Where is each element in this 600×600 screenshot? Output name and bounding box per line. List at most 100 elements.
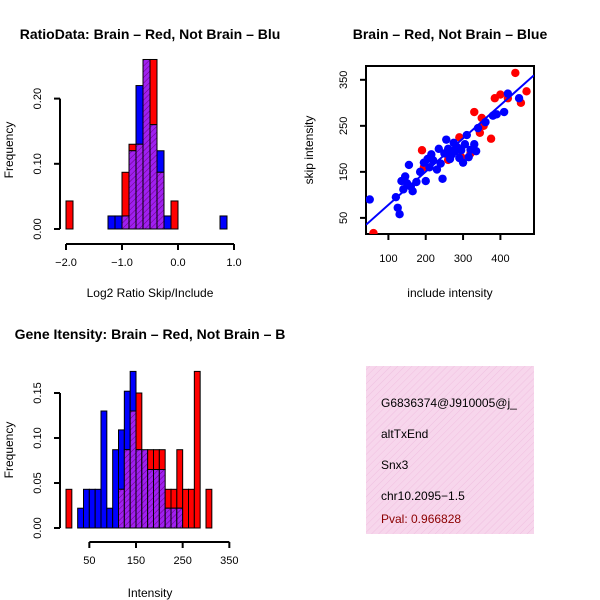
scatter-y-tick-label: 150 <box>338 163 350 181</box>
intensity-hist-x-tick-label: 150 <box>127 555 145 567</box>
scatter-ylabel: skip intensity <box>302 116 316 185</box>
scatter-point-notbrain <box>464 152 473 162</box>
scatter-point-notbrain <box>492 110 501 119</box>
scatter-fit-line <box>366 74 534 226</box>
scatter-point-notbrain <box>470 140 479 149</box>
intensity-hist-ylabel: Frequency <box>2 422 16 479</box>
ratio-hist-y-tick-label: 0.10 <box>32 153 44 174</box>
intensity-hist-bar-overlap <box>158 469 166 529</box>
intensity-hist-bar-notbrain <box>118 429 125 490</box>
scatter-point-notbrain <box>434 144 443 154</box>
scatter-point-notbrain <box>412 177 421 187</box>
ratio-hist-bar-notbrain <box>114 215 123 230</box>
scatter-title: Brain – Red, Not Brain – Blue <box>353 26 548 42</box>
ratio-histogram: RatioData: Brain – Red, Not Brain – Blu … <box>2 26 280 300</box>
scatter-point-notbrain <box>404 160 414 170</box>
scatter-y-tick-label: 250 <box>338 117 350 135</box>
intensity-hist-bar-overlap <box>170 507 178 529</box>
ratio-hist-bar-brain <box>65 200 74 230</box>
scatter-point-notbrain <box>421 176 430 186</box>
intensity-hist-bar-overlap <box>153 469 160 529</box>
gene-name: Snx3 <box>381 458 409 472</box>
ratio-hist-bar-overlap <box>142 58 151 230</box>
intensity-hist-bar-overlap <box>118 488 125 529</box>
intensity-hist-bar-brain <box>182 488 190 529</box>
scatter-point-notbrain <box>457 146 466 155</box>
intensity-hist-bar-overlap <box>135 449 143 529</box>
intensity-scatter: Brain – Red, Not Brain – Blue 100 200 300 4… <box>302 26 547 300</box>
intensity-hist-bar-brain <box>188 488 195 529</box>
ratio-hist-x-tick-label: −2.0 <box>55 257 77 269</box>
scatter-point-notbrain <box>458 158 468 167</box>
ratio-hist-title: RatioData: Brain – Red, Not Brain – Blu <box>20 26 281 42</box>
event-type: altTxEnd <box>381 427 428 441</box>
intensity-hist-bar-overlap <box>129 410 137 529</box>
intensity-hist-bar-overlap <box>164 507 172 529</box>
intensity-hist-bar-notbrain <box>88 488 96 529</box>
probe-id: G6836374@J910005@j_ <box>381 396 517 410</box>
genomic-location: chr10.2095−1.5 <box>381 489 465 503</box>
scatter-point-notbrain <box>438 174 447 183</box>
scatter-point-notbrain <box>366 195 374 204</box>
intensity-hist-bar-overlap <box>176 507 184 529</box>
p-value: Pval: 0.966828 <box>381 512 461 526</box>
scatter-point-brain <box>369 228 378 234</box>
scatter-point-notbrain <box>442 135 451 144</box>
scatter-point-brain <box>522 87 531 96</box>
intensity-hist-bar-brain <box>147 449 155 471</box>
intensity-hist-x-tick-label: 350 <box>220 555 238 567</box>
scatter-point-notbrain <box>514 94 524 103</box>
scatter-point-brain <box>496 90 505 99</box>
scatter-point-notbrain <box>460 140 470 149</box>
ratio-hist-bar-overlap <box>135 143 144 230</box>
ratio-hist-bar-overlap <box>156 171 165 230</box>
info-panel: G6836374@J910005@j_ altTxEnd Snx3 chr10.… <box>366 366 534 534</box>
intensity-hist-bar-notbrain <box>77 507 84 529</box>
ratio-hist-x-tick-label: 1.0 <box>226 257 241 269</box>
scatter-point-notbrain <box>401 172 410 181</box>
scatter-point-notbrain <box>471 146 481 156</box>
intensity-hist-y-tick-label: 0.10 <box>32 427 44 448</box>
scatter-point-notbrain <box>432 165 442 174</box>
intensity-hist-xlabel: Intensity <box>128 586 173 600</box>
scatter-x-tick-label: 400 <box>491 253 509 265</box>
scatter-point-brain <box>486 134 496 143</box>
intensity-hist-bar-notbrain <box>83 488 90 529</box>
intensity-hist-bar-brain <box>170 488 178 509</box>
ratio-hist-x-tick-label: 0.0 <box>170 257 185 269</box>
ratio-hist-bar-brain <box>149 58 158 126</box>
intensity-hist-x-tick-label: 250 <box>173 555 191 567</box>
intensity-hist-y-tick-label: 0.15 <box>32 382 44 403</box>
scatter-y-tick-label: 350 <box>338 71 350 89</box>
scatter-point-brain <box>470 107 479 117</box>
ratio-hist-bar-overlap <box>121 215 130 230</box>
intensity-hist-x-tick-label: 50 <box>83 555 95 567</box>
ratio-hist-bar-overlap <box>149 124 158 230</box>
scatter-xlabel: include intensity <box>407 286 492 300</box>
intensity-hist-bar-notbrain <box>94 488 102 529</box>
intensity-hist-y-tick-label: 0.00 <box>32 517 44 538</box>
intensity-hist-bar-brain <box>164 488 172 509</box>
ratio-hist-bar-notbrain <box>219 215 228 230</box>
ratio-hist-bar-brain <box>121 171 130 217</box>
ratio-hist-x-tick-label: −1.0 <box>111 257 133 269</box>
intensity-hist-bar-overlap <box>147 469 155 529</box>
intensity-hist-bar-notbrain <box>129 370 137 412</box>
info-panel-background <box>366 366 534 534</box>
scatter-frame <box>365 65 535 235</box>
ratio-hist-bar-notbrain <box>135 85 144 145</box>
ratio-hist-bar-notbrain <box>163 215 172 230</box>
intensity-hist-bar-overlap <box>141 449 149 529</box>
scatter-point-notbrain <box>393 203 402 212</box>
scatter-x-tick-label: 300 <box>454 253 472 265</box>
intensity-hist-bar-notbrain <box>100 410 108 529</box>
intensity-hist-bar-overlap <box>123 449 131 529</box>
ratio-hist-y-tick-label: 0.20 <box>32 88 44 109</box>
scatter-y-tick-label: 50 <box>338 212 350 224</box>
scatter-x-tick-label: 100 <box>379 253 397 265</box>
intensity-histogram: Gene Itensity: Brain – Red, Not Brain – … <box>2 326 285 600</box>
intensity-hist-bar-brain <box>176 449 184 509</box>
scatter-point-notbrain <box>499 107 509 117</box>
scatter-point-notbrain <box>399 185 408 194</box>
